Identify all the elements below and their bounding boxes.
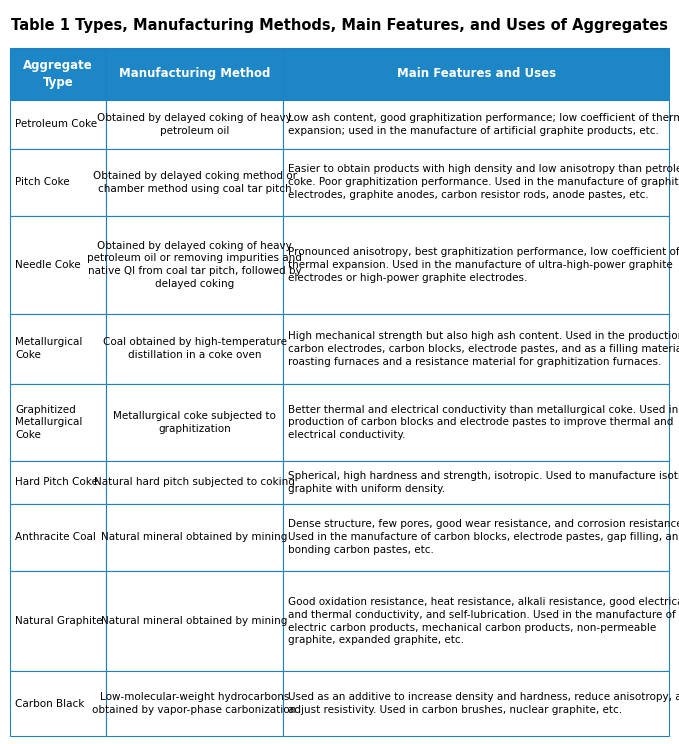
Bar	[10, 461, 105, 504]
Text: Obtained by delayed coking of heavy
petroleum oil: Obtained by delayed coking of heavy petr…	[97, 113, 292, 135]
Bar	[105, 504, 284, 571]
Text: Used as an additive to increase density and hardness, reduce anisotropy, and
adj: Used as an additive to increase density …	[289, 693, 679, 715]
Bar	[10, 571, 105, 671]
Text: Hard Pitch Coke: Hard Pitch Coke	[15, 478, 98, 487]
Text: Coal obtained by high-temperature
distillation in a coke oven: Coal obtained by high-temperature distil…	[103, 337, 287, 360]
Bar	[105, 671, 284, 736]
Bar	[284, 504, 669, 571]
Bar	[10, 384, 105, 461]
Bar	[105, 384, 284, 461]
Bar	[10, 48, 105, 100]
Text: Pronounced anisotropy, best graphitization performance, low coefficient of
therm: Pronounced anisotropy, best graphitizati…	[289, 247, 679, 283]
Text: Good oxidation resistance, heat resistance, alkali resistance, good electrical
a: Good oxidation resistance, heat resistan…	[289, 597, 679, 645]
Text: Main Features and Uses: Main Features and Uses	[397, 67, 556, 80]
Bar	[284, 216, 669, 314]
Text: Pitch Coke: Pitch Coke	[15, 177, 70, 187]
Text: Low ash content, good graphitization performance; low coefficient of thermal
exp: Low ash content, good graphitization per…	[289, 113, 679, 135]
Bar	[105, 571, 284, 671]
Bar	[284, 149, 669, 216]
Text: Natural mineral obtained by mining: Natural mineral obtained by mining	[101, 616, 288, 626]
Bar	[105, 314, 284, 384]
Text: Natural mineral obtained by mining: Natural mineral obtained by mining	[101, 532, 288, 542]
Bar	[105, 216, 284, 314]
Text: Spherical, high hardness and strength, isotropic. Used to manufacture isotropic
: Spherical, high hardness and strength, i…	[289, 471, 679, 494]
Bar	[284, 384, 669, 461]
Text: Obtained by delayed coking of heavy
petroleum oil or removing impurities and
nat: Obtained by delayed coking of heavy petr…	[87, 240, 302, 289]
Text: High mechanical strength but also high ash content. Used in the production of
ca: High mechanical strength but also high a…	[289, 331, 679, 367]
Text: Carbon Black: Carbon Black	[15, 699, 84, 709]
Text: Graphitized
Metallurgical
Coke: Graphitized Metallurgical Coke	[15, 405, 82, 440]
Text: Obtained by delayed coking method or
chamber method using coal tar pitch: Obtained by delayed coking method or cha…	[92, 171, 297, 193]
Bar	[105, 149, 284, 216]
Bar	[10, 504, 105, 571]
Bar	[105, 48, 284, 100]
Text: Aggregate
Type: Aggregate Type	[23, 59, 92, 89]
Bar	[284, 461, 669, 504]
Text: Dense structure, few pores, good wear resistance, and corrosion resistance.
Used: Dense structure, few pores, good wear re…	[289, 519, 679, 555]
Bar	[10, 216, 105, 314]
Text: Natural hard pitch subjected to coking: Natural hard pitch subjected to coking	[94, 478, 295, 487]
Bar	[284, 671, 669, 736]
Bar	[284, 48, 669, 100]
Bar	[105, 100, 284, 149]
Bar	[284, 571, 669, 671]
Text: Metallurgical
Coke: Metallurgical Coke	[15, 337, 82, 360]
Bar	[105, 461, 284, 504]
Bar	[10, 314, 105, 384]
Bar	[10, 149, 105, 216]
Text: Petroleum Coke: Petroleum Coke	[15, 119, 97, 129]
Bar	[10, 671, 105, 736]
Text: Easier to obtain products with high density and low anisotropy than petroleum
co: Easier to obtain products with high dens…	[289, 164, 679, 200]
Bar	[284, 314, 669, 384]
Text: Anthracite Coal: Anthracite Coal	[15, 532, 96, 542]
Text: Table 1 Types, Manufacturing Methods, Main Features, and Uses of Aggregates: Table 1 Types, Manufacturing Methods, Ma…	[11, 18, 668, 33]
Text: Better thermal and electrical conductivity than metallurgical coke. Used in the
: Better thermal and electrical conductivi…	[289, 405, 679, 440]
Bar	[284, 100, 669, 149]
Text: Natural Graphite: Natural Graphite	[15, 616, 103, 626]
Text: Needle Coke: Needle Coke	[15, 260, 81, 270]
Text: Low-molecular-weight hydrocarbons
obtained by vapor-phase carbonization: Low-molecular-weight hydrocarbons obtain…	[92, 693, 297, 715]
Bar	[10, 100, 105, 149]
Text: Metallurgical coke subjected to
graphitization: Metallurgical coke subjected to graphiti…	[113, 411, 276, 434]
Text: Manufacturing Method: Manufacturing Method	[119, 67, 270, 80]
